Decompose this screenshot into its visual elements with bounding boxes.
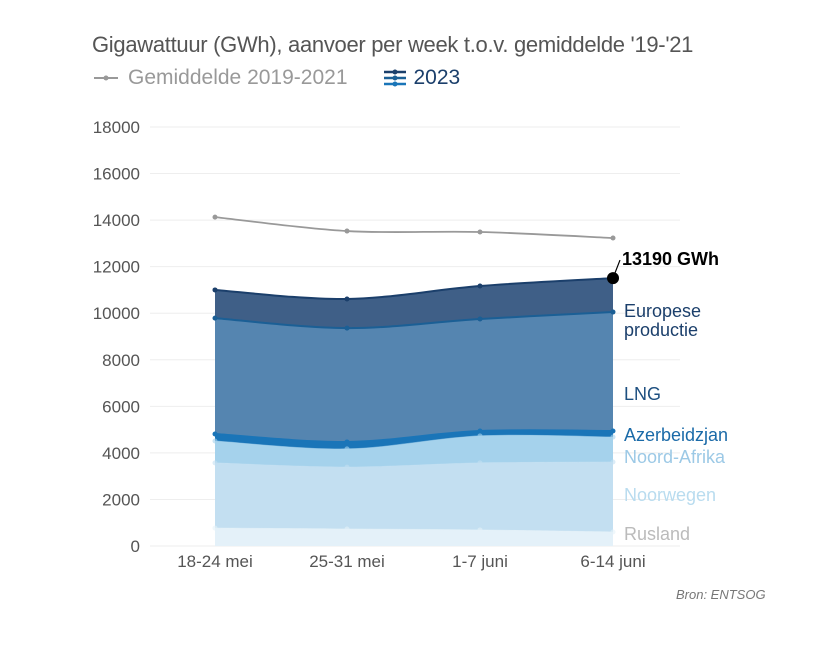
data-point xyxy=(212,525,218,531)
data-point xyxy=(610,529,616,535)
annotation-label: 13190 GWh xyxy=(622,249,719,269)
series-label: Europese productie xyxy=(624,301,701,340)
y-tick-label: 10000 xyxy=(93,304,140,323)
chart-title: Gigawattuur (GWh), aanvoer per week t.o.… xyxy=(92,32,694,57)
area-lng xyxy=(215,312,613,442)
area-noord-afrika xyxy=(215,435,613,468)
data-point xyxy=(212,438,218,444)
data-point xyxy=(212,287,218,293)
data-point xyxy=(477,283,483,289)
data-point xyxy=(610,428,616,434)
series-label: Noorwegen xyxy=(624,485,716,505)
legend: Gemiddelde 2019-2021 2023 xyxy=(92,66,460,90)
series-label: LNG xyxy=(624,384,661,404)
series-label: Azerbeidzjan xyxy=(624,425,728,445)
series-label: Noord-Afrika xyxy=(624,447,726,467)
stack-marker-icon xyxy=(383,69,406,87)
legend-item-avg: Gemiddelde 2019-2021 xyxy=(92,66,348,90)
legend-label-2023: 2023 xyxy=(413,66,461,89)
area-noorwegen xyxy=(215,461,613,533)
y-tick-label: 4000 xyxy=(102,444,140,463)
data-point xyxy=(344,446,350,452)
y-tick-label: 6000 xyxy=(102,397,140,416)
x-tick-label: 25-31 mei xyxy=(309,552,385,571)
avg-point xyxy=(477,229,483,235)
annotation-dot xyxy=(607,272,619,285)
avg-point xyxy=(344,228,350,234)
x-tick-label: 18-24 mei xyxy=(177,552,253,571)
y-tick-label: 14000 xyxy=(93,211,140,230)
y-tick-label: 16000 xyxy=(93,165,140,184)
series-line xyxy=(214,527,614,533)
avg-point xyxy=(212,214,218,220)
y-tick-label: 18000 xyxy=(93,118,140,137)
series-line xyxy=(214,311,614,330)
data-point xyxy=(212,315,218,321)
source-note: Bron: ENTSOG xyxy=(676,587,766,602)
data-point xyxy=(477,428,483,434)
data-point xyxy=(610,434,616,440)
data-point xyxy=(344,526,350,532)
data-point xyxy=(344,325,350,331)
data-point xyxy=(477,527,483,533)
y-tick-label: 0 xyxy=(131,537,140,556)
avg-line xyxy=(214,216,614,239)
data-point xyxy=(344,439,350,445)
data-point xyxy=(212,460,218,466)
data-point xyxy=(344,296,350,302)
x-tick-label: 6-14 juni xyxy=(580,552,645,571)
data-point xyxy=(610,459,616,465)
legend-label-avg: Gemiddelde 2019-2021 xyxy=(128,66,348,89)
data-point xyxy=(212,431,218,437)
series-line xyxy=(214,434,614,450)
line-marker-icon xyxy=(94,75,118,81)
x-tick-label: 1-7 juni xyxy=(452,552,508,571)
data-point xyxy=(610,309,616,315)
data-point xyxy=(344,464,350,470)
data-point xyxy=(477,316,483,322)
area-europese-productie xyxy=(215,278,613,329)
y-tick-label: 8000 xyxy=(102,351,140,370)
avg-point xyxy=(610,235,616,241)
area-rusland xyxy=(215,528,613,546)
y-tick-label: 2000 xyxy=(102,490,140,509)
data-point xyxy=(477,433,483,439)
series-line xyxy=(214,461,614,468)
series-label: Rusland xyxy=(624,524,690,544)
legend-item-2023: 2023 xyxy=(382,66,461,90)
series-line xyxy=(214,429,614,443)
y-tick-label: 12000 xyxy=(93,258,140,277)
series-line xyxy=(214,277,614,301)
data-point xyxy=(477,460,483,466)
